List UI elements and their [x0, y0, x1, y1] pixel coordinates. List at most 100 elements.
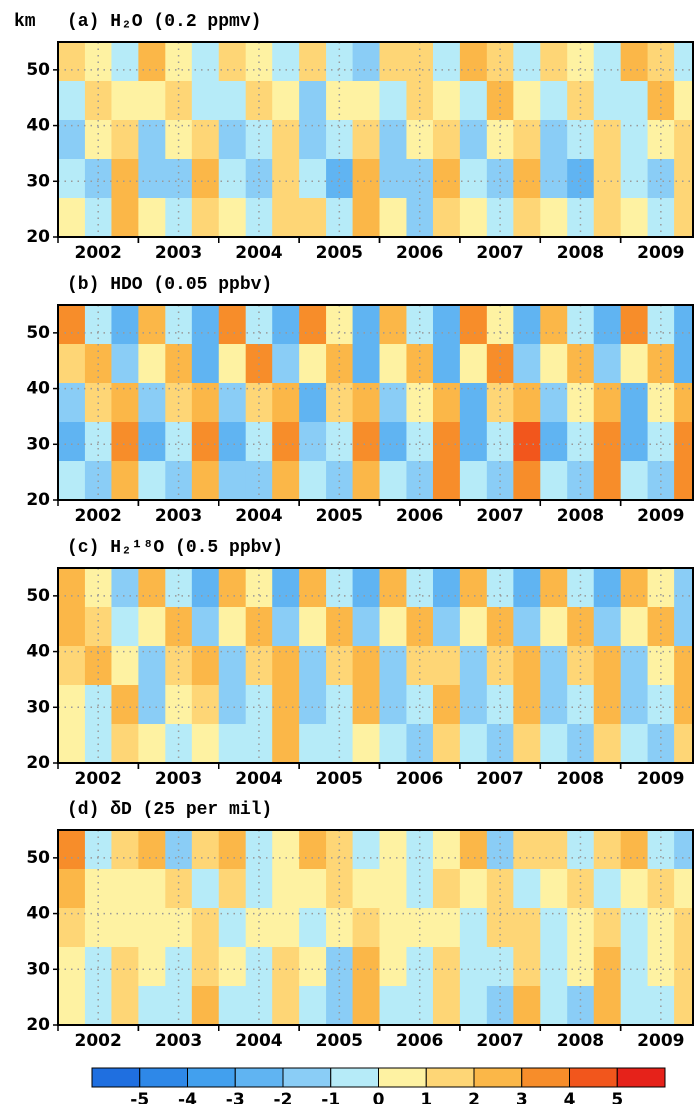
cell: [58, 869, 86, 909]
cell: [593, 461, 622, 500]
cell: [218, 422, 247, 462]
cell: [352, 42, 381, 82]
cell: [513, 305, 541, 345]
cell: [540, 422, 568, 462]
cell: [593, 908, 622, 948]
cell: [191, 383, 220, 423]
x-tick-label: 2002: [75, 506, 122, 526]
colorbar-label: 5: [611, 1090, 623, 1104]
x-tick-label: 2009: [637, 243, 684, 263]
cell: [218, 81, 247, 121]
cell: [299, 908, 327, 948]
cell: [299, 869, 327, 909]
cell: [111, 607, 139, 647]
cell: [138, 568, 166, 608]
cell: [191, 422, 220, 462]
cell: [432, 383, 461, 423]
cell: [674, 568, 693, 608]
cell: [540, 81, 568, 121]
x-tick-label: 2007: [476, 1031, 523, 1051]
y-tick-label: 50: [26, 848, 50, 868]
colorbar-label: -4: [178, 1090, 197, 1104]
cell: [432, 607, 461, 647]
colorbar-swatch: [282, 1067, 332, 1088]
cell: [299, 198, 327, 237]
x-tick-label: 2003: [155, 506, 202, 526]
cell: [58, 422, 86, 462]
x-tick-label: 2007: [476, 769, 523, 789]
cell: [379, 568, 407, 608]
cell: [138, 159, 166, 199]
cell: [191, 344, 220, 384]
panel-title: (b) HDO (0.05 ppbv): [67, 275, 272, 295]
cell: [432, 42, 461, 82]
cell: [674, 120, 693, 160]
cell: [513, 383, 541, 423]
y-tick-label: 30: [26, 697, 50, 717]
cell: [272, 198, 300, 237]
cell: [540, 159, 568, 199]
cell: [674, 81, 693, 121]
x-tick-label: 2002: [75, 769, 122, 789]
cell: [299, 344, 327, 384]
cell: [191, 830, 220, 870]
cell: [352, 869, 381, 909]
cell: [111, 830, 139, 870]
x-tick-label: 2003: [155, 243, 202, 263]
cell: [299, 422, 327, 462]
cell: [432, 198, 461, 237]
cell: [540, 908, 568, 948]
cell: [432, 159, 461, 199]
cell: [299, 685, 327, 725]
x-tick-label: 2009: [637, 506, 684, 526]
cell: [111, 305, 139, 345]
cell: [620, 305, 649, 345]
cell: [138, 81, 166, 121]
cell: [299, 81, 327, 121]
cell: [218, 724, 247, 763]
cell: [540, 198, 568, 237]
cell: [540, 120, 568, 160]
cell: [379, 986, 407, 1025]
cell: [620, 908, 649, 948]
plot-frame: [57, 829, 694, 1026]
cell: [432, 947, 461, 987]
cell: [272, 81, 300, 121]
colorbar-swatch: [330, 1067, 379, 1088]
cell: [513, 869, 541, 909]
cell: [58, 908, 86, 948]
plot-area: [58, 568, 693, 763]
cell: [674, 830, 693, 870]
cell: [299, 42, 327, 82]
x-tick-label: 2006: [396, 769, 443, 789]
cell: [379, 159, 407, 199]
x-tick-label: 2008: [557, 506, 604, 526]
cell: [272, 120, 300, 160]
cell: [299, 986, 327, 1025]
cell: [191, 685, 220, 725]
cell: [111, 568, 139, 608]
cell: [379, 830, 407, 870]
cell: [540, 461, 568, 500]
cell: [674, 422, 693, 462]
cell: [432, 120, 461, 160]
plot-frame: [57, 567, 694, 764]
cell: [58, 568, 86, 608]
cell: [620, 198, 649, 237]
cell: [620, 947, 649, 987]
cell: [138, 305, 166, 345]
cell: [593, 42, 622, 82]
cell: [272, 830, 300, 870]
x-tick-label: 2005: [316, 769, 363, 789]
x-tick-label: 2005: [316, 243, 363, 263]
cell: [459, 830, 488, 870]
cell: [191, 305, 220, 345]
cell: [58, 607, 86, 647]
cell: [191, 159, 220, 199]
cell: [218, 305, 247, 345]
cell: [58, 81, 86, 121]
cell: [299, 120, 327, 160]
cell: [513, 120, 541, 160]
colorbar-label: 2: [468, 1090, 480, 1104]
cell: [272, 947, 300, 987]
